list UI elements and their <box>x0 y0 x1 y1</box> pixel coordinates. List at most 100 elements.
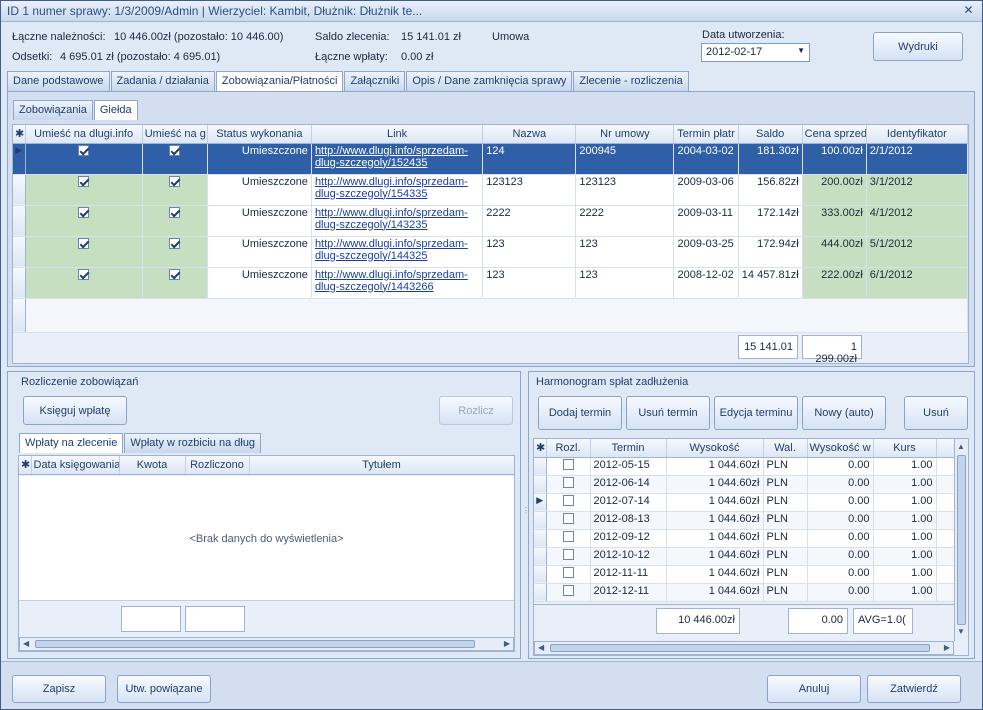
row-header[interactable] <box>13 174 26 206</box>
column-header[interactable]: Kurs <box>873 439 937 458</box>
column-header[interactable]: Nazwa <box>482 125 577 144</box>
exchange-row[interactable]: Umieszczone http://www.dlugi.info/sprzeda… <box>13 205 968 237</box>
settled-checkbox[interactable] <box>562 549 574 561</box>
schedule-vscrollbar[interactable]: ▲ ▼ <box>954 439 968 641</box>
column-header[interactable]: Cena sprzed <box>802 125 867 144</box>
tab-settlements[interactable]: Zlecenie - rozliczenia <box>573 71 689 91</box>
column-header[interactable]: Umieść na g <box>142 125 208 144</box>
dlugi-info-checkbox[interactable] <box>78 207 90 219</box>
splitter-grip-icon[interactable]: ⋮ <box>522 506 530 515</box>
created-date-picker[interactable]: 2012-02-17 ▼ <box>701 43 810 62</box>
settled-checkbox[interactable] <box>562 459 574 471</box>
settled-cell[interactable] <box>546 565 591 584</box>
settled-checkbox[interactable] <box>562 513 574 525</box>
publish-cell[interactable] <box>142 267 208 299</box>
dlugi-info-checkbox[interactable] <box>78 145 90 157</box>
payments-hscrollbar[interactable]: ◀ ▶ <box>19 637 514 651</box>
settled-checkbox[interactable] <box>562 495 574 507</box>
dlugi-info-checkbox[interactable] <box>78 176 90 188</box>
row-header[interactable] <box>534 475 547 494</box>
exchange-row[interactable]: Umieszczone http://www.dlugi.info/sprzeda… <box>13 236 968 268</box>
arrow-down-icon[interactable]: ▼ <box>957 627 965 636</box>
chevron-down-icon[interactable]: ▼ <box>797 46 805 55</box>
tab-liabilities[interactable]: Zobowiązania/Płatności <box>215 71 344 91</box>
schedule-row[interactable]: 2012-11-11 1 044.60zł PLN 0.00 1.00 <box>534 565 955 584</box>
scroll-thumb[interactable] <box>550 644 930 652</box>
column-header[interactable]: Link <box>311 125 484 144</box>
row-header[interactable] <box>534 583 547 602</box>
link-cell[interactable]: http://www.dlugi.info/sprzedam-dlug-szcz… <box>311 143 484 175</box>
row-header[interactable]: ▶ <box>534 493 547 512</box>
exchange-row[interactable]: ▶ Umieszczone http://www.dlugi.info/sprzed… <box>13 143 968 175</box>
column-header[interactable]: Rozliczono <box>185 456 250 475</box>
close-icon[interactable]: ✕ <box>963 3 974 17</box>
column-header[interactable]: Wal. <box>763 439 808 458</box>
scroll-thumb[interactable] <box>957 455 966 625</box>
exchange-row[interactable]: Umieszczone http://www.dlugi.info/sprzeda… <box>13 267 968 299</box>
column-header[interactable]: Identyfikator <box>866 125 968 144</box>
tab-debt-payments[interactable]: Wpłaty w rozbiciu na dług <box>124 433 262 453</box>
row-header[interactable]: ▶ <box>13 143 26 175</box>
dlugi-info-cell[interactable] <box>25 205 143 237</box>
remove-term-button[interactable]: Usuń termin <box>626 396 710 430</box>
book-payment-button[interactable]: Księguj wpłatę <box>23 396 127 425</box>
arrow-right-icon[interactable]: ▶ <box>503 639 510 648</box>
schedule-row[interactable]: 2012-09-12 1 044.60zł PLN 0.00 1.00 <box>534 529 955 548</box>
tab-obligations[interactable]: Zobowiązania <box>13 100 93 120</box>
offer-link[interactable]: http://www.dlugi.info/sprzedam-dlug-szcz… <box>314 144 468 169</box>
column-header[interactable]: Wysokość <box>666 439 764 458</box>
row-header[interactable] <box>534 511 547 530</box>
tab-tasks[interactable]: Zadania / działania <box>110 71 215 91</box>
new-auto-button[interactable]: Nowy (auto) <box>802 396 886 430</box>
row-header[interactable] <box>13 236 26 268</box>
edit-term-button[interactable]: Edycja terminu <box>714 396 798 430</box>
offer-link[interactable]: http://www.dlugi.info/sprzedam-dlug-szcz… <box>314 206 468 231</box>
column-header[interactable]: Data księgowania <box>31 456 120 475</box>
publish-cell[interactable] <box>142 174 208 206</box>
publish-checkbox[interactable] <box>169 176 181 188</box>
dlugi-info-cell[interactable] <box>25 174 143 206</box>
column-header[interactable]: Status wykonania <box>207 125 312 144</box>
tab-description[interactable]: Opis / Dane zamknięcia sprawy <box>406 71 573 91</box>
row-header[interactable] <box>534 565 547 584</box>
schedule-row[interactable]: 2012-08-13 1 044.60zł PLN 0.00 1.00 <box>534 511 955 530</box>
column-header[interactable]: Rozl. <box>546 439 591 458</box>
column-header[interactable]: Saldo <box>738 125 803 144</box>
delete-button[interactable]: Usuń <box>904 396 968 430</box>
row-header[interactable] <box>534 457 547 476</box>
column-header[interactable]: Termin <box>590 439 667 458</box>
scroll-thumb[interactable] <box>35 640 475 648</box>
publish-checkbox[interactable] <box>169 238 181 250</box>
tab-exchange[interactable]: Giełda <box>93 100 138 120</box>
schedule-row[interactable]: 2012-10-12 1 044.60zł PLN 0.00 1.00 <box>534 547 955 566</box>
arrow-up-icon[interactable]: ▲ <box>957 442 965 451</box>
settled-cell[interactable] <box>546 511 591 530</box>
schedule-row[interactable]: 2012-05-15 1 044.60zł PLN 0.00 1.00 <box>534 457 955 476</box>
settled-checkbox[interactable] <box>562 567 574 579</box>
tab-attachments[interactable]: Załączniki <box>344 71 406 91</box>
arrow-left-icon[interactable]: ◀ <box>23 639 30 648</box>
settled-cell[interactable] <box>546 493 591 512</box>
settled-checkbox[interactable] <box>562 585 574 597</box>
column-header[interactable]: Kwota <box>119 456 186 475</box>
exchange-row[interactable]: Umieszczone http://www.dlugi.info/sprzeda… <box>13 174 968 206</box>
arrow-left-icon[interactable]: ◀ <box>538 643 545 652</box>
column-header[interactable]: Nr umowy <box>575 125 675 144</box>
row-header[interactable] <box>13 205 26 237</box>
schedule-row[interactable]: ▶ 2012-07-14 1 044.60zł PLN 0.00 1.00 <box>534 493 955 512</box>
settled-cell[interactable] <box>546 457 591 476</box>
link-cell[interactable]: http://www.dlugi.info/sprzedam-dlug-szcz… <box>311 205 484 237</box>
dlugi-info-checkbox[interactable] <box>78 238 90 250</box>
offer-link[interactable]: http://www.dlugi.info/sprzedam-dlug-szcz… <box>314 268 468 293</box>
tab-order-payments[interactable]: Wpłaty na zlecenie <box>19 433 124 453</box>
publish-cell[interactable] <box>142 236 208 268</box>
offer-link[interactable]: http://www.dlugi.info/sprzedam-dlug-szcz… <box>314 237 468 262</box>
settled-checkbox[interactable] <box>562 477 574 489</box>
dlugi-info-cell[interactable] <box>25 267 143 299</box>
offer-link[interactable]: http://www.dlugi.info/sprzedam-dlug-szcz… <box>314 175 468 200</box>
save-button[interactable]: Zapisz <box>12 675 106 703</box>
arrow-right-icon[interactable]: ▶ <box>943 643 950 652</box>
print-button[interactable]: Wydruki <box>873 32 963 61</box>
column-header[interactable]: Wysokość w <box>807 439 874 458</box>
publish-cell[interactable] <box>142 205 208 237</box>
